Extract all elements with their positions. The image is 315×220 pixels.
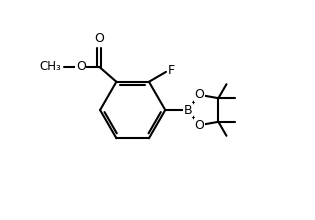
Text: CH₃: CH₃ xyxy=(39,60,61,73)
Text: O: O xyxy=(76,60,86,73)
Text: O: O xyxy=(194,119,204,132)
Text: O: O xyxy=(194,88,204,101)
Text: O: O xyxy=(94,31,104,44)
Text: F: F xyxy=(168,64,175,77)
Text: B: B xyxy=(183,103,192,117)
